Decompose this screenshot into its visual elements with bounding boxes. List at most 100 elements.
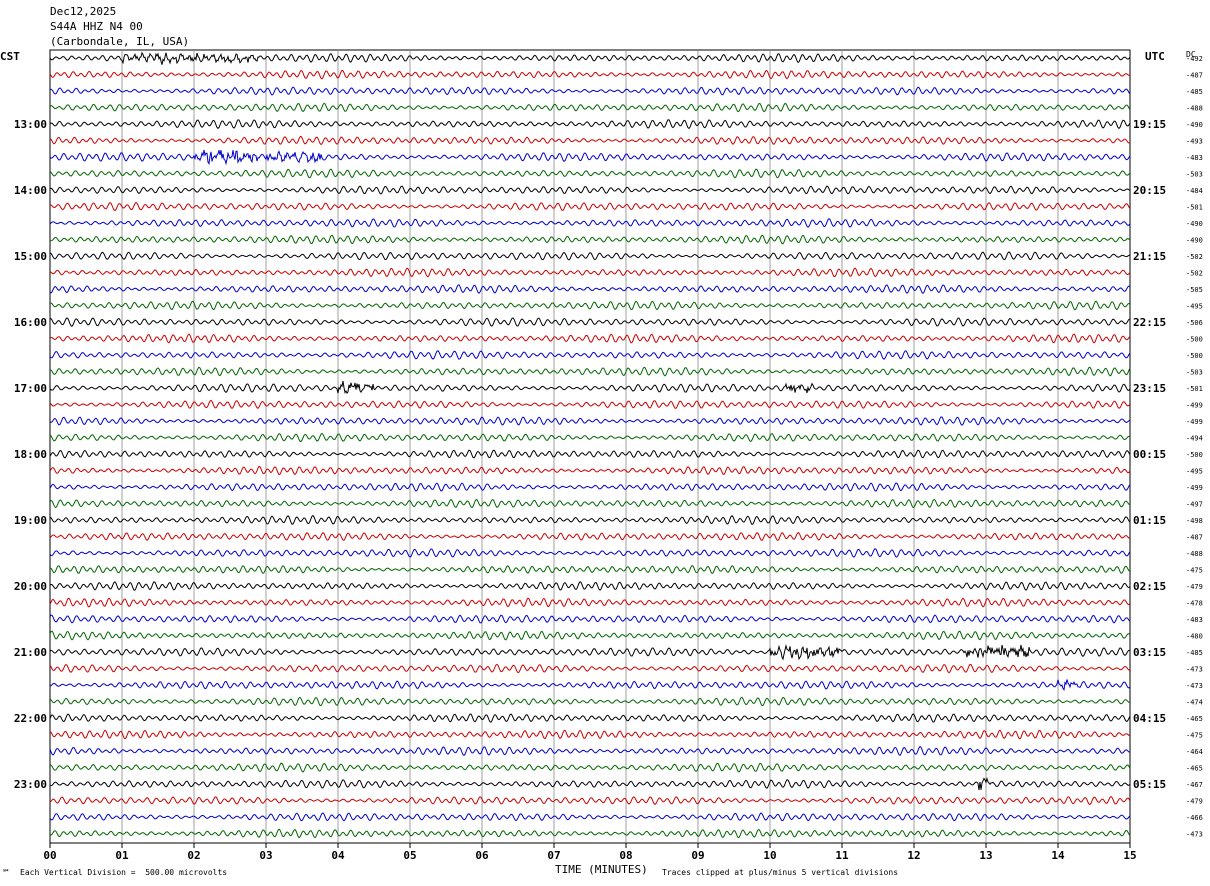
dc-offset-label: -483 — [1186, 154, 1203, 162]
dc-offset-label: -478 — [1186, 600, 1203, 608]
left-hour-label: 20:00 — [14, 580, 47, 593]
seismic-trace — [49, 135, 1131, 146]
dc-offset-label: -488 — [1186, 550, 1203, 558]
seismic-trace — [49, 644, 1131, 661]
left-hour-label: 16:00 — [14, 316, 47, 329]
traces — [49, 51, 1131, 839]
dc-offset-label: -475 — [1186, 732, 1203, 740]
right-hour-label: 21:15 — [1133, 250, 1166, 263]
right-timezone: UTC — [1145, 50, 1165, 63]
seismic-trace — [49, 86, 1131, 96]
clip-note: Traces clipped at plus/minus 5 vertical … — [662, 868, 899, 877]
left-hour-label: 21:00 — [14, 646, 47, 659]
seismic-trace — [49, 350, 1131, 360]
left-hour-label: 13:00 — [14, 118, 47, 131]
seismic-trace — [49, 828, 1131, 839]
right-hour-label: 00:15 — [1133, 448, 1166, 461]
seismic-trace — [49, 300, 1131, 311]
station-label: S44A HHZ N4 00 — [50, 20, 143, 33]
dc-offset-label: -503 — [1186, 171, 1203, 179]
dc-offset-label: -499 — [1186, 484, 1203, 492]
dc-offset-label: -480 — [1186, 633, 1203, 641]
dc-offset-label: -473 — [1186, 831, 1203, 839]
x-tick-labels: 00 01 02 03 04 05 06 07 08 09 10 11 12 13 14 15 — [43, 843, 1137, 862]
seismic-trace — [49, 729, 1131, 740]
seismic-trace — [49, 449, 1131, 459]
x-tick-label: 09 — [691, 849, 704, 862]
seismic-trace — [49, 366, 1131, 377]
x-tick-label: 03 — [259, 849, 272, 862]
dc-offset-label: -492 — [1186, 55, 1203, 63]
seismic-trace — [49, 201, 1131, 212]
seismic-trace — [49, 69, 1131, 80]
x-tick-label: 02 — [187, 849, 200, 862]
left-hour-label: 19:00 — [14, 514, 47, 527]
dc-offset-label: -466 — [1186, 814, 1203, 822]
dc-offset-label: -500 — [1186, 451, 1203, 459]
seismic-trace — [49, 416, 1131, 426]
seismic-trace — [49, 713, 1131, 723]
dc-offset-label: -490 — [1186, 220, 1203, 228]
date-label: Dec12,2025 — [50, 5, 117, 18]
dc-offset-label: -479 — [1186, 583, 1203, 591]
dc-offset-label: -494 — [1186, 435, 1203, 443]
right-hour-label: 02:15 — [1133, 580, 1166, 593]
x-axis-title: TIME (MINUTES) — [555, 863, 648, 876]
x-tick-label: 07 — [547, 849, 560, 862]
left-hour-labels: 13:00 14:00 15:00 16:00 17:00 18:00 19:00 20:00… — [14, 118, 47, 791]
left-hour-label: 14:00 — [14, 184, 47, 197]
footer-mark: ℠ — [2, 868, 11, 877]
seismic-trace — [49, 812, 1131, 822]
dc-offset-label: -500 — [1186, 336, 1203, 344]
dc-offset-label: -465 — [1186, 765, 1203, 773]
left-timezone: CST — [0, 50, 20, 63]
right-hour-label: 20:15 — [1133, 184, 1166, 197]
right-hour-label: 04:15 — [1133, 712, 1166, 725]
dc-offset-label: -474 — [1186, 699, 1203, 707]
grid — [49, 49, 1131, 844]
seismic-trace — [49, 795, 1131, 806]
seismic-trace — [49, 465, 1131, 476]
dc-offset-label: -505 — [1186, 286, 1203, 294]
dc-offset-label: -464 — [1186, 748, 1203, 756]
dc-offset-label: -501 — [1186, 204, 1203, 212]
seismic-trace — [49, 630, 1131, 641]
seismic-trace — [49, 614, 1131, 624]
seismic-trace — [49, 745, 1131, 757]
dc-offset-label: -497 — [1186, 501, 1203, 509]
x-tick-label: 11 — [835, 849, 849, 862]
dc-offset-label: -485 — [1186, 649, 1203, 657]
seismic-trace — [49, 51, 1131, 65]
x-tick-label: 12 — [907, 849, 920, 862]
dc-offset-label: -487 — [1186, 534, 1203, 542]
x-tick-label: 08 — [619, 849, 632, 862]
seismic-trace — [49, 482, 1131, 492]
x-tick-label: 06 — [475, 849, 489, 862]
seismic-trace — [49, 119, 1131, 130]
dc-offset-label: -493 — [1186, 138, 1203, 146]
dc-offset-label: -490 — [1186, 237, 1203, 245]
seismic-trace — [49, 333, 1131, 344]
seismic-trace — [49, 565, 1131, 575]
dc-offset-label: -506 — [1186, 319, 1203, 327]
left-hour-label: 18:00 — [14, 448, 47, 461]
x-tick-label: 05 — [403, 849, 416, 862]
seismic-trace — [49, 399, 1131, 409]
dc-offset-label: -503 — [1186, 369, 1203, 377]
scale-note: Each Vertical Division = 500.00 microvol… — [20, 868, 228, 877]
dc-offset-label: -484 — [1186, 187, 1203, 195]
dc-offset-label: -488 — [1186, 105, 1203, 113]
seismic-trace — [49, 234, 1131, 245]
seismic-trace — [49, 185, 1131, 195]
dc-offset-label: -502 — [1186, 253, 1203, 261]
seismic-trace — [49, 432, 1131, 443]
seismic-trace — [49, 380, 1131, 394]
x-tick-label: 14 — [1051, 849, 1065, 862]
dc-offset-labels: -492 -487 -485 -488 -490 -493 -483 -503 -484 -501… — [1186, 55, 1203, 839]
right-hour-label: 19:15 — [1133, 118, 1166, 131]
seismic-trace — [49, 284, 1131, 295]
dc-offset-label: -473 — [1186, 682, 1203, 690]
seismic-trace — [49, 597, 1131, 608]
dc-offset-label: -500 — [1186, 352, 1203, 360]
